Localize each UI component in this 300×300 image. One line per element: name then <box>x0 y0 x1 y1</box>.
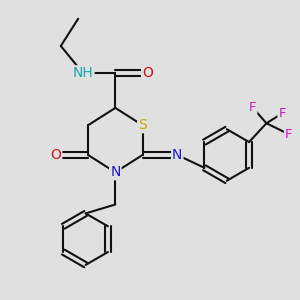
Text: F: F <box>278 107 286 120</box>
Text: O: O <box>142 66 153 80</box>
Text: NH: NH <box>73 66 94 80</box>
Text: N: N <box>172 148 182 162</box>
Text: F: F <box>249 101 256 114</box>
Text: O: O <box>50 148 61 162</box>
Text: F: F <box>285 128 292 141</box>
Text: S: S <box>138 118 147 132</box>
Text: N: N <box>110 165 121 179</box>
